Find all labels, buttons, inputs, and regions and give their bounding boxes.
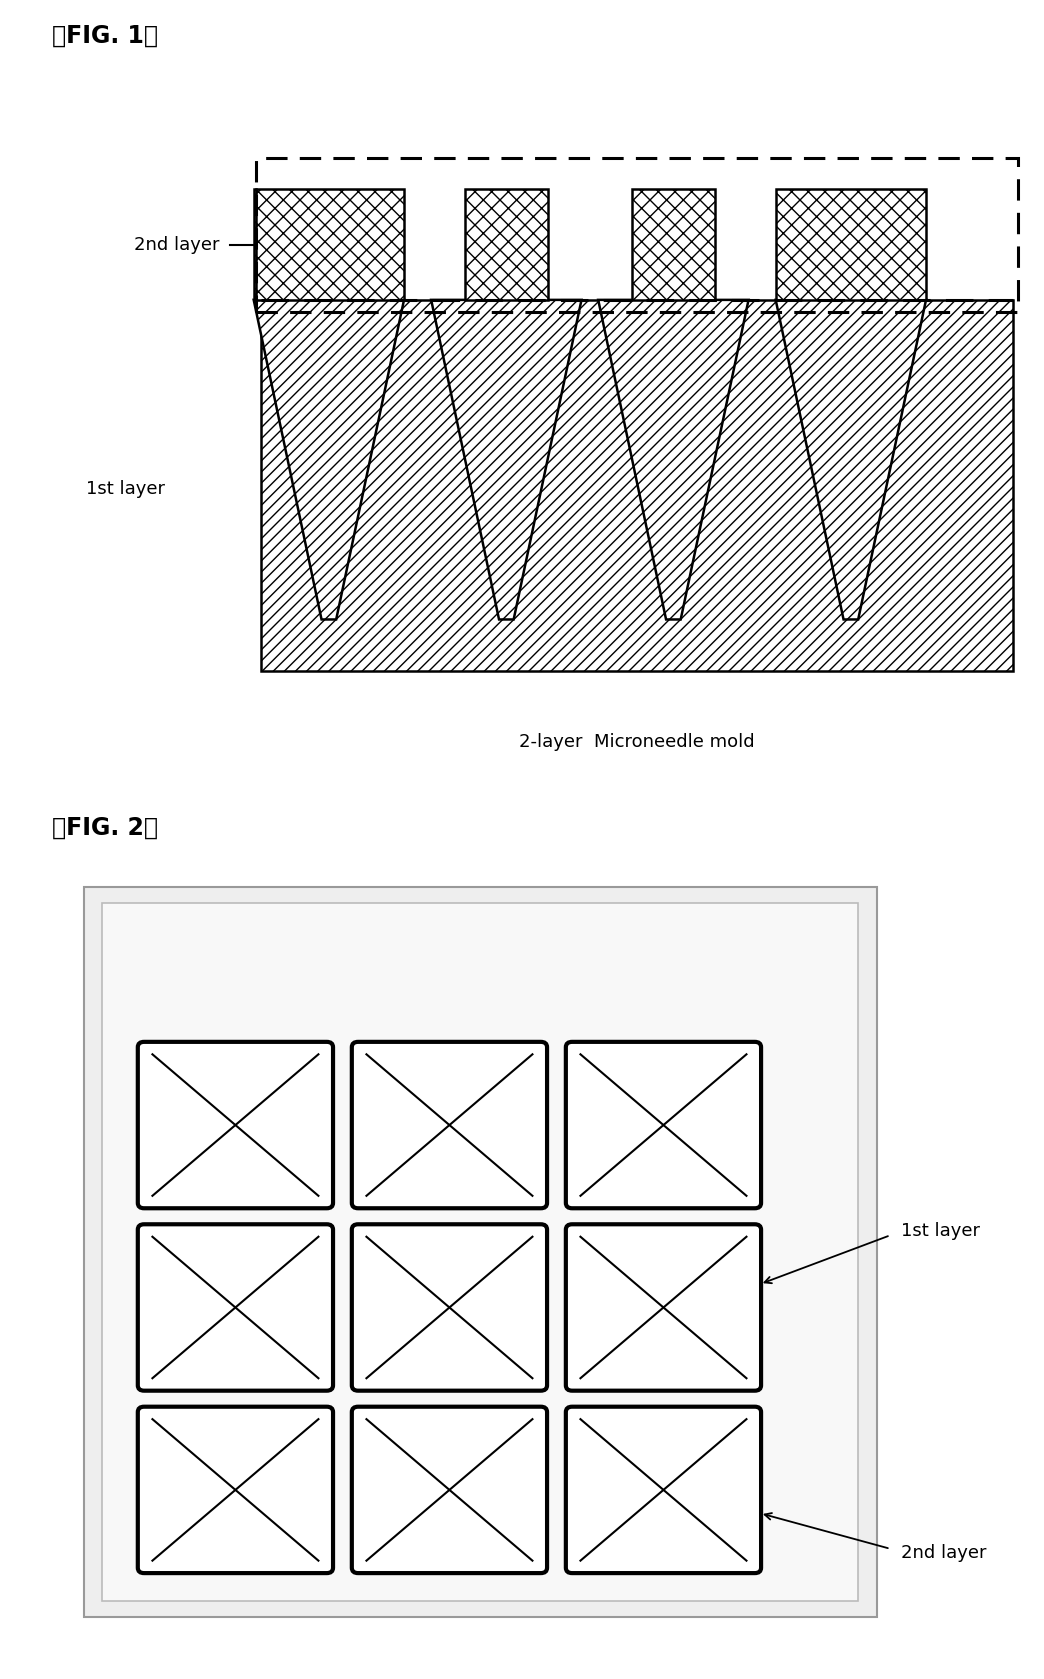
Text: 2nd layer: 2nd layer — [134, 235, 219, 254]
FancyBboxPatch shape — [566, 1407, 761, 1573]
Bar — [102, 903, 858, 1600]
FancyBboxPatch shape — [138, 1407, 333, 1573]
Bar — [254, 190, 404, 301]
Polygon shape — [431, 301, 582, 620]
Bar — [84, 887, 877, 1617]
Text: 2nd layer: 2nd layer — [901, 1545, 987, 1561]
FancyBboxPatch shape — [566, 1224, 761, 1390]
Polygon shape — [598, 301, 749, 620]
Text: 1st layer: 1st layer — [901, 1222, 980, 1239]
Bar — [256, 158, 1018, 312]
Bar — [776, 190, 926, 301]
Text: 』FIG. 1』: 』FIG. 1』 — [52, 24, 159, 47]
Text: 』FIG. 2』: 』FIG. 2』 — [52, 816, 159, 840]
FancyBboxPatch shape — [352, 1407, 547, 1573]
Polygon shape — [254, 301, 404, 620]
FancyBboxPatch shape — [138, 1224, 333, 1390]
FancyBboxPatch shape — [138, 1043, 333, 1209]
FancyBboxPatch shape — [352, 1043, 547, 1209]
Text: 1st layer: 1st layer — [86, 480, 165, 499]
Polygon shape — [776, 301, 926, 620]
FancyBboxPatch shape — [566, 1043, 761, 1209]
Bar — [632, 190, 715, 301]
Bar — [465, 190, 548, 301]
FancyBboxPatch shape — [352, 1224, 547, 1390]
Bar — [261, 301, 1013, 670]
Text: 2-layer  Microneedle mold: 2-layer Microneedle mold — [519, 732, 755, 751]
